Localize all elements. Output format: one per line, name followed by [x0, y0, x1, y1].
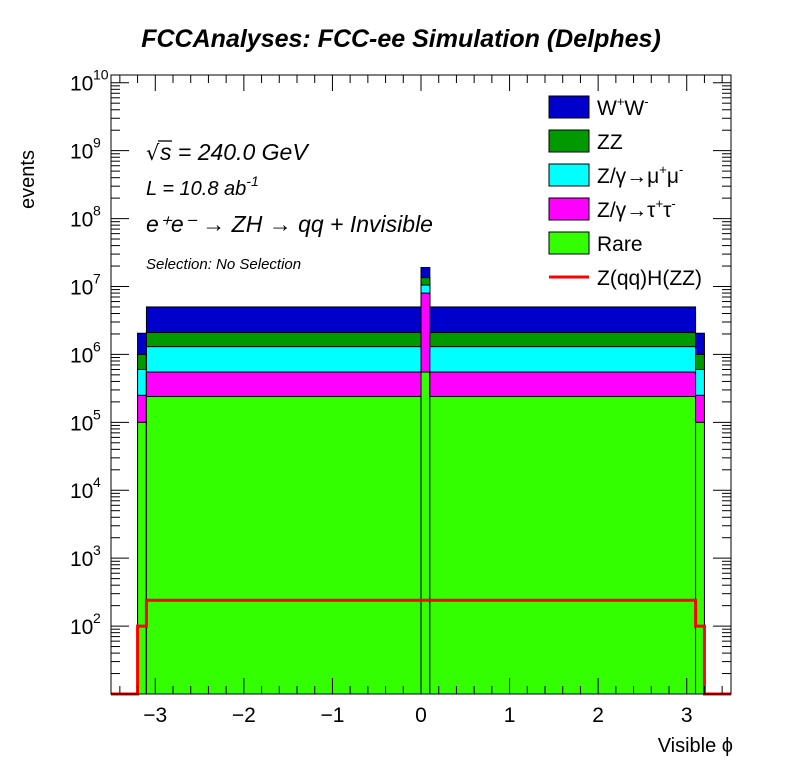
legend-label: Z/γ→μ+μ-	[597, 162, 683, 188]
y-tick-label: 10 10	[70, 67, 109, 96]
y-tick-exponent: 8	[93, 203, 101, 219]
sqrt-s-label: s = 240.0 GeV	[160, 139, 310, 165]
sqrt-s-annotation: √ s = 240.0 GeV	[146, 139, 310, 165]
y-tick-base: 10	[70, 412, 93, 435]
x-tick-label: −3	[143, 704, 167, 727]
legend-entry-zz: ZZ	[548, 129, 623, 154]
signal-line-zqq-hzz	[111, 598, 731, 696]
x-tick-label: 0	[415, 704, 427, 727]
y-tick-label: 10 4	[70, 474, 101, 503]
y-tick-base: 10	[70, 73, 93, 96]
y-tick-base: 10	[70, 141, 93, 164]
legend-label: ZZ	[597, 131, 623, 154]
y-axis-label: events	[17, 150, 39, 209]
x-tick-label: −1	[320, 704, 344, 727]
x-tick-label: 2	[592, 704, 604, 727]
bar-rare-bin-1	[145, 396, 422, 695]
y-tick-exponent: 7	[93, 270, 101, 286]
legend-entry-z-gamma-to-tauptau-: Z/γ→τ+τ-	[548, 196, 676, 222]
y-tick-exponent: 10	[93, 67, 109, 83]
annotations: √ s = 240.0 GeV L = 10.8 ab-1 e⁺e⁻ → ZH …	[146, 139, 433, 273]
y-tick-base: 10	[70, 209, 93, 232]
y-tick-exponent: 4	[93, 474, 101, 490]
x-tick-label: 3	[681, 704, 693, 727]
legend: W+W- ZZ Z/γ→μ+μ- Z/γ→τ+τ- Rare Z(qq)H(ZZ)	[548, 94, 702, 290]
legend-swatch	[548, 163, 590, 187]
legend-entry-signal: Z(qq)H(ZZ)	[549, 267, 702, 290]
legend-label: Z/γ→τ+τ-	[597, 196, 676, 222]
luminosity-label: L = 10.8 ab-1	[146, 173, 259, 200]
y-tick-label: 10 7	[70, 270, 101, 299]
y-tick-label: 10 8	[70, 203, 101, 232]
y-tick-base: 10	[70, 616, 93, 639]
luminosity-exponent: -1	[246, 173, 258, 189]
x-tick-label: −2	[232, 704, 256, 727]
y-tick-base: 10	[70, 548, 93, 571]
y-tick-label: 10 5	[70, 406, 101, 435]
y-tick-base: 10	[70, 344, 93, 367]
y-tick-label: 10 3	[70, 542, 101, 571]
y-tick-label: 10 6	[70, 338, 101, 367]
x-axis-label: Visible ϕ	[658, 735, 733, 757]
y-tick-exponent: 2	[93, 610, 101, 626]
bar-rare-bin-2	[420, 371, 431, 695]
y-tick-exponent: 6	[93, 338, 101, 354]
legend-label: W+W-	[597, 94, 649, 120]
legend-swatch	[548, 95, 590, 119]
legend-label: Z(qq)H(ZZ)	[597, 267, 702, 290]
process-label: e⁺e⁻ → ZH → qq + Invisible	[146, 211, 433, 237]
legend-swatch	[548, 231, 590, 255]
legend-entry-rare: Rare	[548, 231, 643, 256]
y-tick-label: 10 9	[70, 135, 101, 164]
x-axis: −3 −2 −1 0 1 2 3	[119, 75, 723, 727]
legend-entry-z-gamma-to-mupmu-: Z/γ→μ+μ-	[548, 162, 683, 188]
sqrt-symbol: √	[146, 141, 160, 165]
x-tick-label: 1	[504, 704, 516, 727]
y-tick-base: 10	[70, 480, 93, 503]
y-tick-label: 10 2	[70, 610, 101, 639]
selection-label: Selection: No Selection	[146, 256, 301, 273]
y-tick-exponent: 5	[93, 406, 101, 422]
y-tick-exponent: 9	[93, 135, 101, 151]
y-tick-exponent: 3	[93, 542, 101, 558]
chart-title: FCCAnalyses: FCC-ee Simulation (Delphes)	[141, 25, 661, 53]
legend-entry-wpw-: W+W-	[548, 94, 649, 120]
legend-label: Rare	[597, 233, 643, 256]
bar-rare-bin-3	[429, 396, 697, 695]
y-tick-base: 10	[70, 276, 93, 299]
histogram-bars	[137, 267, 705, 695]
legend-swatch	[548, 197, 590, 221]
legend-swatch	[548, 129, 590, 153]
